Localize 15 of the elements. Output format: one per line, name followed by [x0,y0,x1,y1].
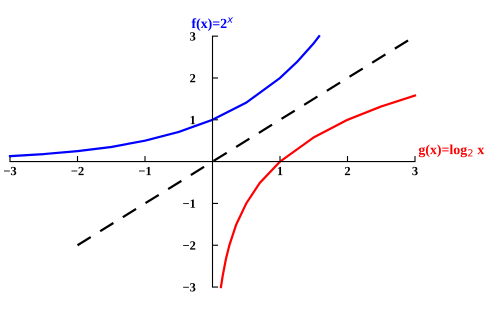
text: f(x)=2$^{x}$ [192,17,234,31]
line-series [220,94,416,288]
y-tick-label: −3 [183,283,196,292]
x-tick-label: 3 [412,166,418,176]
y-tick-label: 2 [190,74,196,82]
x-tick-label: −2 [71,166,84,176]
y-tick-label: 3 [190,32,196,41]
x-tick-label: 2 [344,166,350,176]
x-tick-label: −1 [138,166,152,176]
x-tick-label: −3 [4,166,16,176]
x-tick-label: 1 [278,166,282,176]
y-tick-label: −1 [183,200,196,208]
text: g(x)=log$_{2}$ x [418,144,484,158]
y-tick-label: 1 [190,116,196,124]
y-tick-label: −2 [183,241,196,250]
